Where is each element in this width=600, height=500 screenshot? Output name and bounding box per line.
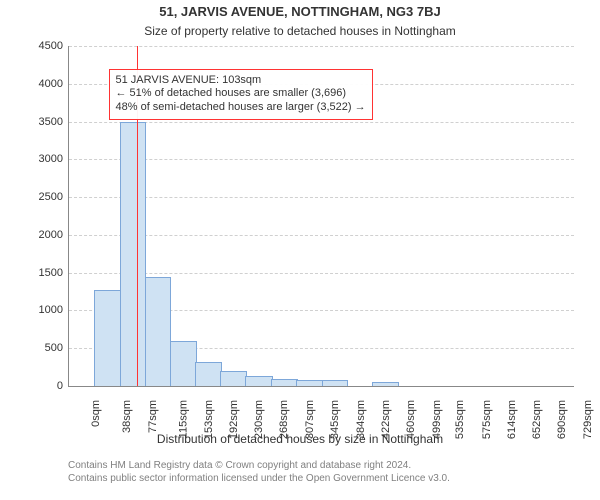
y-tick-label: 0: [57, 380, 69, 392]
histogram-bar: [120, 122, 147, 386]
y-gridline: [69, 46, 574, 47]
histogram-bar: [145, 277, 172, 386]
annotation-line-3: 48% of semi-detached houses are larger (…: [116, 101, 366, 115]
annotation-line-1: 51 JARVIS AVENUE: 103sqm: [116, 74, 366, 88]
y-tick-label: 3500: [39, 116, 69, 128]
histogram-bar: [296, 380, 323, 386]
copyright-notice: Contains HM Land Registry data © Crown c…: [68, 460, 590, 485]
y-tick-label: 3000: [39, 153, 69, 165]
x-tick-label: 38sqm: [121, 400, 133, 433]
histogram-bar: [322, 380, 349, 386]
y-tick-label: 1000: [39, 304, 69, 316]
annotation-line-2: ← 51% of detached houses are smaller (3,…: [116, 87, 366, 101]
page-subtitle: Size of property relative to detached ho…: [0, 24, 600, 38]
x-tick-label: 77sqm: [147, 400, 159, 433]
y-tick-label: 2000: [39, 229, 69, 241]
histogram-bar: [170, 341, 197, 386]
histogram-bar: [94, 290, 121, 386]
y-tick-label: 1500: [39, 267, 69, 279]
copyright-line-2: Contains public sector information licen…: [68, 473, 590, 486]
y-tick-label: 2500: [39, 191, 69, 203]
copyright-line-1: Contains HM Land Registry data © Crown c…: [68, 460, 590, 473]
page-title: 51, JARVIS AVENUE, NOTTINGHAM, NG3 7BJ: [0, 4, 600, 19]
x-tick-label: 0sqm: [90, 400, 102, 427]
histogram-bar: [271, 379, 298, 386]
histogram-bar: [372, 382, 399, 386]
annotation-box: 51 JARVIS AVENUE: 103sqm ← 51% of detach…: [109, 69, 373, 120]
y-tick-label: 4500: [39, 40, 69, 52]
histogram-bar: [195, 362, 222, 386]
y-tick-label: 500: [45, 342, 69, 354]
y-tick-label: 4000: [39, 78, 69, 90]
histogram-bar: [220, 371, 247, 386]
histogram-plot: 0500100015002000250030003500400045000sqm…: [68, 46, 574, 387]
x-axis-label: Distribution of detached houses by size …: [0, 432, 600, 446]
histogram-bar: [245, 376, 272, 386]
